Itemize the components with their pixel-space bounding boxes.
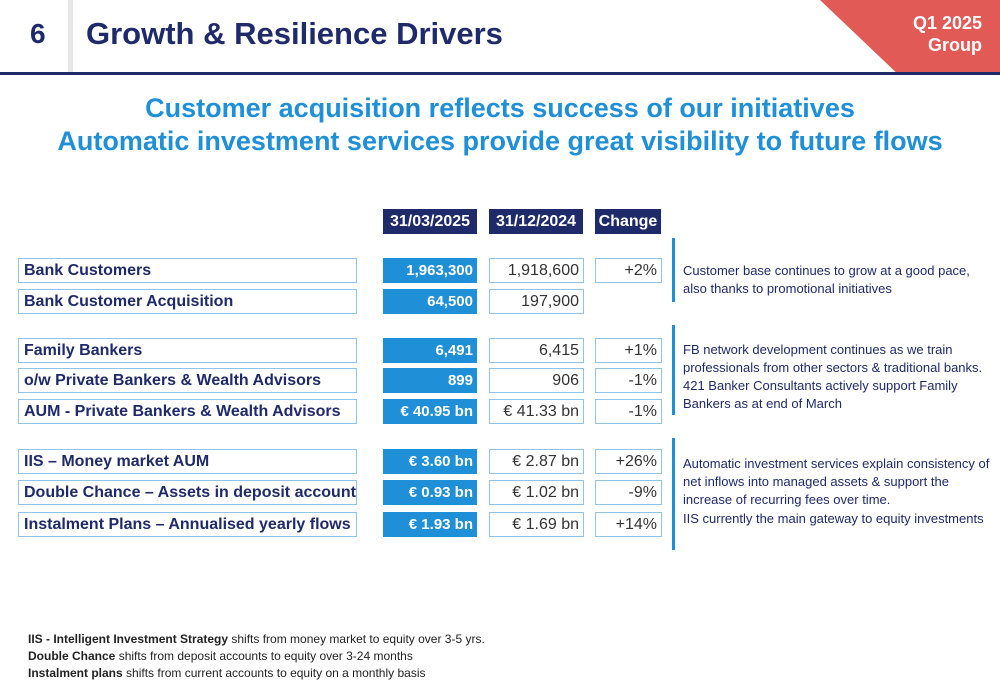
- value-current-family-bankers: 6,491: [383, 338, 477, 363]
- row-label-bank-customers: Bank Customers: [18, 258, 357, 283]
- value-change-private-bankers: -1%: [595, 368, 662, 393]
- footnote-double-chance-term: Double Chance: [28, 649, 116, 663]
- header-divider: [68, 0, 73, 72]
- row-label-aum-private-bankers: AUM - Private Bankers & Wealth Advisors: [18, 399, 357, 424]
- row-label-family-bankers: Family Bankers: [18, 338, 357, 363]
- column-header-change: Change: [595, 209, 661, 234]
- comment-bar-customers: [672, 238, 675, 302]
- subtitle-line-2: Automatic investment services provide gr…: [57, 126, 943, 156]
- footnote-instalment-plans-text: shifts from current accounts to equity o…: [122, 666, 426, 680]
- column-header-previous: 31/12/2024: [489, 209, 583, 234]
- row-label-double-chance: Double Chance – Assets in deposit accoun…: [18, 480, 357, 505]
- value-previous-customer-acquisition: 197,900: [489, 289, 584, 314]
- value-change-instalment-plans: +14%: [595, 512, 662, 537]
- value-previous-instalment-plans: € 1.69 bn: [489, 512, 584, 537]
- period-scope: Group: [928, 35, 982, 55]
- value-current-instalment-plans: € 1.93 bn: [383, 512, 477, 537]
- row-label-private-bankers: o/w Private Bankers & Wealth Advisors: [18, 368, 357, 393]
- page-number: 6: [30, 18, 46, 49]
- comment-bar-family-bankers: [672, 325, 675, 415]
- row-label-iis-money-market: IIS – Money market AUM: [18, 449, 357, 474]
- footnote-iis: IIS - Intelligent Investment Strategy sh…: [28, 631, 485, 648]
- row-label-customer-acquisition: Bank Customer Acquisition: [18, 289, 357, 314]
- comment-iis-gateway: IIS currently the main gateway to equity…: [683, 511, 984, 526]
- value-change-family-bankers: +1%: [595, 338, 662, 363]
- footnote-instalment-plans-term: Instalment plans: [28, 666, 123, 680]
- footnotes: IIS - Intelligent Investment Strategy sh…: [28, 631, 485, 682]
- comment-customers: Customer base continues to grow at a goo…: [683, 263, 970, 296]
- period-label: Q1 2025 Group: [913, 12, 982, 56]
- row-label-instalment-plans: Instalment Plans – Annualised yearly flo…: [18, 512, 357, 537]
- value-current-customer-acquisition: 64,500: [383, 289, 477, 314]
- value-current-aum-private-bankers: € 40.95 bn: [383, 399, 477, 424]
- period-quarter: Q1 2025: [912, 13, 982, 33]
- footnote-instalment-plans: Instalment plans shifts from current acc…: [28, 665, 485, 682]
- column-header-current: 31/03/2025: [383, 209, 477, 234]
- footnote-iis-term: IIS - Intelligent Investment Strategy: [28, 632, 229, 646]
- value-current-iis-money-market: € 3.60 bn: [383, 449, 477, 474]
- value-previous-private-bankers: 906: [489, 368, 584, 393]
- footnote-double-chance-text: shifts from deposit accounts to equity o…: [115, 649, 413, 663]
- value-change-aum-private-bankers: -1%: [595, 399, 662, 424]
- footnote-double-chance: Double Chance shifts from deposit accoun…: [28, 648, 485, 665]
- value-previous-double-chance: € 1.02 bn: [489, 480, 584, 505]
- subtitle: Customer acquisition reflects success of…: [0, 92, 1000, 158]
- comment-family-bankers: FB network development continues as we t…: [683, 342, 983, 411]
- subtitle-line-1: Customer acquisition reflects success of…: [145, 93, 855, 123]
- comment-bar-investment-services: [672, 438, 675, 550]
- value-previous-bank-customers: 1,918,600: [489, 258, 584, 283]
- value-current-private-bankers: 899: [383, 368, 477, 393]
- value-change-iis-money-market: +26%: [595, 449, 662, 474]
- value-current-bank-customers: 1,963,300: [383, 258, 477, 283]
- value-previous-iis-money-market: € 2.87 bn: [489, 449, 584, 474]
- value-change-double-chance: -9%: [595, 480, 662, 505]
- footnote-iis-text: shifts from money market to equity over …: [228, 632, 485, 646]
- value-change-bank-customers: +2%: [595, 258, 662, 283]
- comment-investment-services: Automatic investment services explain co…: [683, 456, 990, 507]
- value-previous-family-bankers: 6,415: [489, 338, 584, 363]
- slide-header: 6 Growth & Resilience Drivers: [0, 0, 1000, 75]
- value-previous-aum-private-bankers: € 41.33 bn: [489, 399, 584, 424]
- value-current-double-chance: € 0.93 bn: [383, 480, 477, 505]
- page-title: Growth & Resilience Drivers: [86, 16, 503, 51]
